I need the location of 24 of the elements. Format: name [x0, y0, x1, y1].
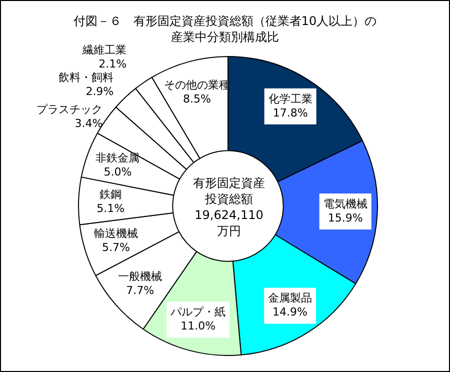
data-label: 15.9%: [328, 211, 363, 224]
slice-label: 化学工業: [268, 92, 312, 106]
slice-label: 繊維工業: [82, 44, 127, 57]
data-label: 5.0%: [104, 165, 132, 178]
data-label: 14.9%: [272, 306, 308, 319]
slice-label: プラスチック: [36, 103, 103, 116]
text: 有形固定資産投資総額 19,624,110 万円: [192, 175, 266, 239]
data-label: 5.1%: [96, 202, 125, 215]
slice-label: パルプ・紙: [170, 305, 226, 318]
data-label: 7.7%: [126, 284, 154, 297]
data-label: 17.8%: [272, 106, 308, 120]
slice-label: 金属製品: [268, 292, 312, 305]
data-label: 3.4%: [74, 117, 103, 130]
slice-label: 輸送機械: [94, 227, 138, 240]
slice-label: 飲料・飼料: [58, 70, 114, 84]
slice-label: 一般機械: [118, 270, 162, 283]
data-label: 8.5%: [183, 92, 211, 106]
data-label: 11.0%: [180, 319, 216, 332]
chart-title: 付図－６ 有形固定資産投資総額（従業者10人以上）の産業中分類別構成比: [72, 13, 378, 44]
slice-label: 鉄鋼: [100, 188, 122, 201]
data-label: 5.7%: [102, 241, 130, 254]
slice-label: 電気機械: [323, 197, 368, 210]
data-label: 2.9%: [86, 84, 114, 98]
data-label: 2.1%: [98, 58, 127, 71]
